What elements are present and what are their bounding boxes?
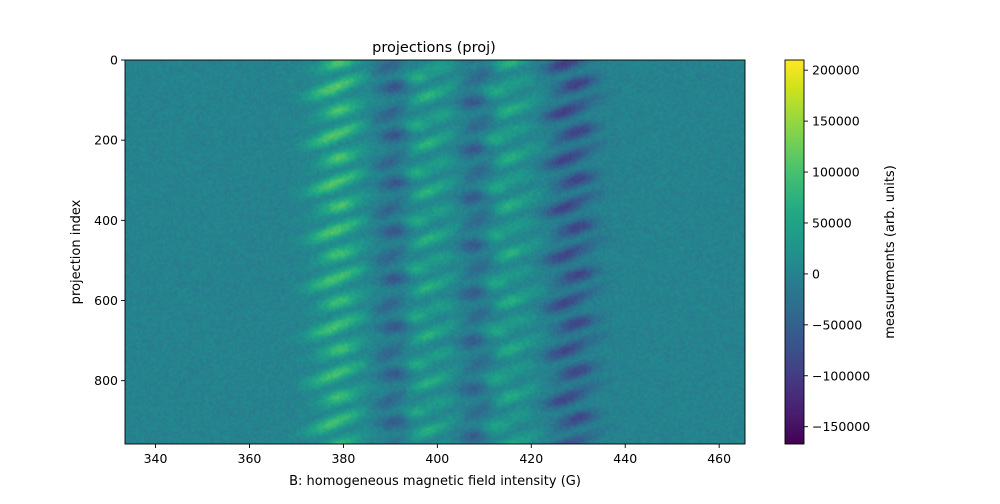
colorbar-tick-label: 100000 xyxy=(812,165,860,180)
colorbar-tick-label: −150000 xyxy=(812,419,870,434)
colorbar: −150000 −100000 −50000 0 50000 100000 150000 20… xyxy=(784,59,898,445)
colorbar-tick-label: 0 xyxy=(812,266,820,281)
y-tick-label: 600 xyxy=(94,293,118,308)
colorbar-gradient xyxy=(785,60,804,444)
colorbar-tick-label: 200000 xyxy=(812,63,860,78)
heatmap-image xyxy=(125,60,745,444)
plot-area xyxy=(124,59,746,445)
y-tick-label: 400 xyxy=(94,213,118,228)
colorbar-axis: −150000 −100000 −50000 0 50000 100000 150000 20… xyxy=(804,63,870,434)
plot-frame xyxy=(124,59,746,445)
colorbar-tick-label: −50000 xyxy=(812,317,862,332)
x-axis-label: B: homogeneous magnetic field intensity … xyxy=(289,474,581,489)
y-tick-label: 800 xyxy=(94,373,118,388)
x-axis: 340 360 380 400 420 440 460 xyxy=(144,444,731,466)
colorbar-frame xyxy=(784,59,805,445)
colorbar-tick-label: 150000 xyxy=(812,114,860,129)
x-tick-label: 380 xyxy=(331,451,355,466)
colorbar-tick-label: 50000 xyxy=(812,215,852,230)
y-axis: 0 200 400 600 800 xyxy=(94,53,125,388)
x-tick-label: 460 xyxy=(707,451,731,466)
y-axis-label: projection index xyxy=(69,199,84,304)
x-tick-label: 400 xyxy=(425,451,449,466)
x-tick-label: 420 xyxy=(519,451,543,466)
colorbar-tick-label: −100000 xyxy=(812,368,870,383)
colorbar-label: measurements (arb. units) xyxy=(883,165,898,339)
x-tick-label: 360 xyxy=(238,451,262,466)
chart-title: projections (proj) xyxy=(372,40,496,56)
y-tick-label: 0 xyxy=(110,53,118,68)
x-tick-label: 440 xyxy=(613,451,637,466)
x-tick-label: 340 xyxy=(144,451,168,466)
y-tick-label: 200 xyxy=(94,133,118,148)
